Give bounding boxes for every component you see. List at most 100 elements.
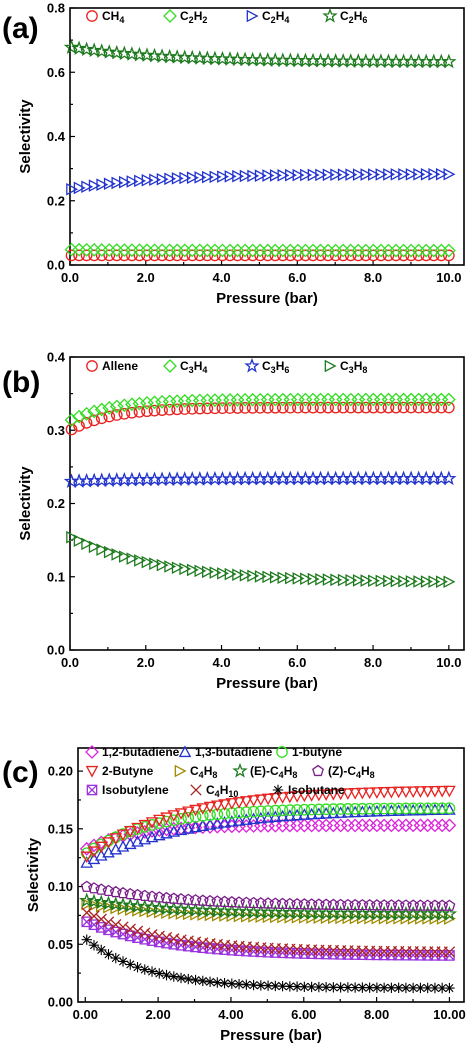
data-point	[109, 833, 123, 845]
data-point	[109, 399, 124, 414]
data-point	[363, 787, 376, 800]
legend-label: Isobutylene	[102, 783, 169, 797]
data-point	[145, 830, 159, 843]
x-tick-label: 6.0	[288, 270, 306, 285]
data-point	[420, 401, 433, 414]
data-point	[359, 401, 372, 414]
data-point	[283, 897, 296, 910]
data-point	[269, 810, 282, 823]
data-point	[269, 897, 282, 909]
data-point	[443, 946, 456, 958]
data-point	[420, 249, 433, 262]
data-point	[72, 409, 86, 424]
data-point	[225, 798, 239, 810]
data-point	[231, 402, 244, 414]
x-axis-label: Pressure (bar)	[216, 675, 318, 692]
data-point	[269, 249, 282, 262]
data-point	[421, 802, 434, 815]
data-point	[285, 571, 297, 585]
data-point	[224, 249, 236, 262]
data-point	[86, 893, 102, 909]
data-point	[179, 562, 192, 576]
data-point	[428, 575, 441, 588]
data-point	[277, 981, 288, 992]
y-axis-label: Selectivity	[17, 99, 34, 174]
data-point	[96, 178, 109, 191]
data-point	[171, 403, 184, 416]
data-point	[126, 249, 138, 262]
legend-marker	[86, 10, 98, 22]
data-point	[400, 802, 412, 815]
data-point	[261, 401, 274, 414]
data-point	[118, 407, 131, 420]
data-point	[414, 786, 427, 798]
data-point	[319, 818, 334, 833]
legend-item: C4H8	[174, 764, 217, 780]
data-point	[307, 572, 320, 586]
data-point	[93, 894, 109, 910]
data-point	[209, 402, 221, 415]
data-point	[231, 249, 244, 262]
data-point	[375, 168, 388, 181]
data-point	[357, 982, 368, 993]
data-point	[153, 930, 165, 942]
data-point	[276, 249, 289, 262]
data-point	[125, 959, 136, 970]
data-point	[167, 825, 181, 837]
data-point	[179, 171, 192, 185]
data-point	[103, 410, 116, 423]
data-point	[269, 792, 282, 805]
data-point	[94, 402, 109, 417]
data-point	[371, 982, 383, 993]
data-point	[73, 181, 86, 195]
data-point	[315, 573, 328, 586]
legend-marker	[232, 762, 248, 778]
data-point	[261, 249, 274, 262]
data-point	[131, 835, 144, 847]
data-point	[71, 40, 87, 56]
data-point	[363, 899, 376, 911]
data-point	[73, 420, 85, 432]
data-point	[352, 249, 365, 262]
data-point	[88, 540, 101, 554]
data-point	[160, 931, 173, 944]
data-point	[218, 815, 231, 828]
data-point	[368, 574, 380, 588]
data-point	[212, 977, 223, 988]
data-point	[421, 899, 434, 911]
data-point	[368, 168, 380, 181]
legend-item: C4H10	[190, 783, 238, 799]
data-point	[348, 788, 362, 800]
data-point	[111, 548, 124, 561]
data-point	[284, 401, 297, 414]
data-point	[232, 814, 246, 826]
data-point	[225, 815, 239, 827]
data-point	[134, 554, 147, 567]
data-point	[197, 975, 208, 987]
data-point	[190, 974, 201, 986]
data-point	[254, 794, 268, 807]
data-point	[186, 249, 199, 262]
data-point	[370, 899, 383, 911]
data-point	[149, 557, 162, 570]
data-point	[441, 392, 456, 407]
chart-panel-1: 0.0 2.0 4.0 6.0 8.0 10.0 0.0 0.2 0.4 0.6 0.8 Pressu…	[2, 1, 465, 307]
y-tick-label: 0.8	[47, 1, 65, 16]
data-point	[87, 846, 101, 859]
y-tick-label: 0.05	[48, 937, 73, 952]
data-point	[119, 550, 131, 563]
legend-item: Isobutylene	[86, 783, 169, 797]
data-point	[276, 792, 289, 804]
data-point	[370, 787, 384, 799]
x-tick-label: 8.00	[364, 1007, 389, 1022]
data-point	[385, 802, 398, 815]
data-point	[189, 804, 202, 817]
data-point	[117, 956, 129, 967]
data-point	[385, 899, 398, 911]
data-point	[66, 530, 79, 544]
data-point	[382, 249, 395, 262]
data-point	[398, 168, 411, 181]
data-point	[406, 786, 420, 798]
data-point	[80, 416, 93, 429]
